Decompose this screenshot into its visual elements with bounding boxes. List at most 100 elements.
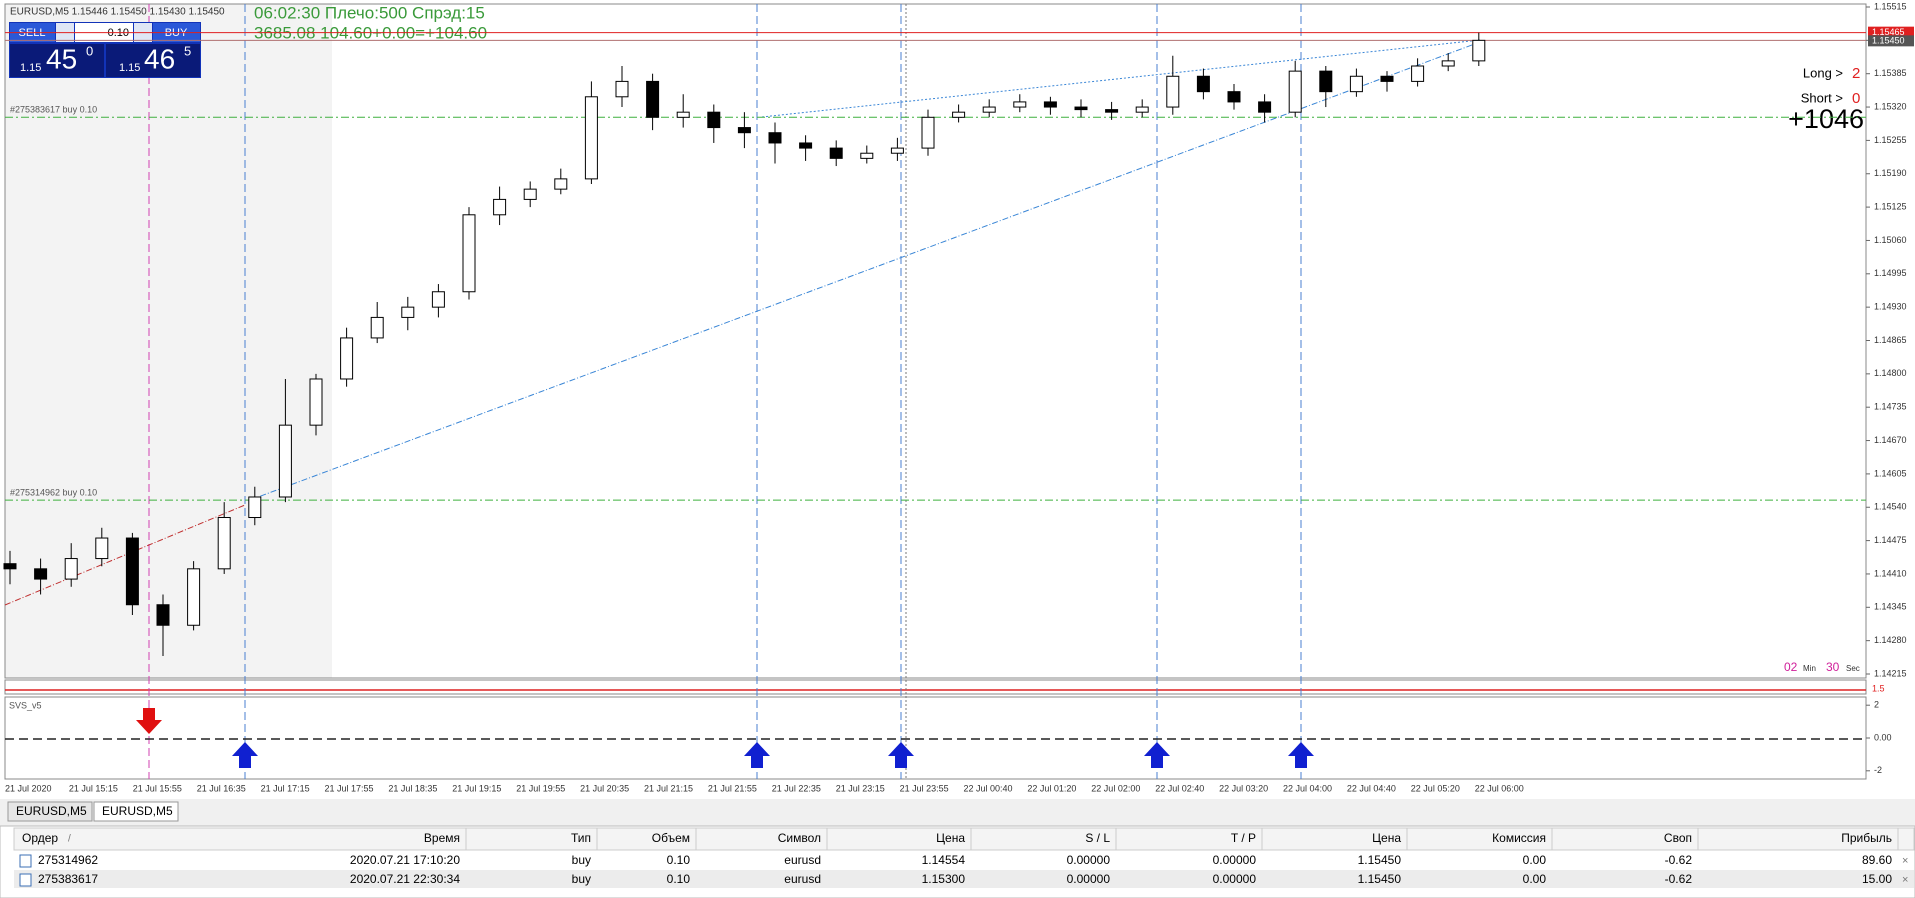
cell: -0.62: [1665, 853, 1693, 867]
candle-body: [34, 568, 48, 580]
y-tick-label: 0.00: [1874, 732, 1892, 742]
candle-body: [187, 568, 201, 626]
cell: 89.60: [1862, 853, 1892, 867]
y-tick-label: 1.14280: [1874, 635, 1907, 645]
close-button[interactable]: ×: [1902, 855, 1908, 867]
y-tick-label: 1.14930: [1874, 302, 1907, 312]
column-header[interactable]: Объем: [652, 831, 690, 845]
y-tick-label: 1.15385: [1874, 68, 1907, 78]
candle-body: [1043, 101, 1057, 108]
x-tick-label: 22 Jul 00:40: [964, 783, 1013, 793]
candle-body: [401, 306, 415, 318]
profit-total: +1046: [1788, 104, 1864, 134]
trend-line: [4, 504, 246, 606]
bid-box[interactable]: [10, 44, 104, 77]
column-header[interactable]: Цена: [936, 831, 965, 845]
column-header[interactable]: Прибыль: [1841, 831, 1892, 845]
strip-label: 1.5: [1872, 683, 1885, 693]
x-tick-label: 22 Jul 02:40: [1155, 783, 1204, 793]
x-tick-label: 21 Jul 15:15: [69, 783, 118, 793]
candle-body: [309, 378, 323, 426]
candle-body: [493, 198, 507, 216]
x-tick-label: 21 Jul 20:35: [580, 783, 629, 793]
cell: buy: [572, 853, 591, 867]
chart-tab[interactable]: [93, 801, 179, 822]
candle-body: [615, 80, 629, 98]
cell: 0.00000: [1213, 872, 1257, 886]
column-header[interactable]: Комиссия: [1492, 831, 1546, 845]
column-header[interactable]: Ордер: [22, 831, 58, 845]
short-label: Short >: [1801, 90, 1843, 105]
trade-panel: SELL 0.10 BUY 1.15 45 0 1.15 46 5: [9, 22, 201, 78]
cell: 0.10: [667, 853, 691, 867]
ask-big: 46: [144, 43, 175, 74]
candle-body: [64, 558, 78, 580]
candle-body: [462, 214, 476, 293]
table-header: [13, 827, 1915, 851]
timer-minutes: 02: [1784, 660, 1798, 674]
y-tick-label: 1.15515: [1874, 1, 1907, 11]
ask-marker: [1868, 26, 1914, 38]
short-value: 0: [1852, 90, 1860, 107]
column-header[interactable]: Тип: [571, 831, 591, 845]
candle-body: [431, 291, 445, 308]
order-icon: [19, 873, 32, 887]
row-stripe: [14, 870, 1914, 888]
cell: eurusd: [784, 853, 821, 867]
y-tick-label: 1.15320: [1874, 101, 1907, 111]
cell: 15.00: [1862, 872, 1892, 886]
buy-arrow: [888, 742, 914, 768]
y-tick-label: 1.15190: [1874, 168, 1907, 178]
chart-tab[interactable]: [7, 801, 93, 822]
x-tick-label: 22 Jul 01:20: [1027, 783, 1076, 793]
column-header[interactable]: Символ: [778, 831, 821, 845]
candle-body: [125, 537, 139, 606]
column-header[interactable]: Время: [424, 831, 460, 845]
buy-arrow: [744, 742, 770, 768]
long-value: 2: [1852, 65, 1860, 82]
candle-body: [217, 517, 231, 570]
bid-marker: [1868, 35, 1914, 47]
candle-body: [1227, 91, 1241, 103]
candle-body: [3, 563, 17, 570]
candle-body: [1258, 101, 1272, 113]
chart-tab-label[interactable]: EURUSD,M5: [16, 804, 87, 818]
candle-body: [829, 147, 843, 159]
cell: 2020.07.21 22:30:34: [350, 872, 460, 886]
cell: buy: [572, 872, 591, 886]
candle-body: [554, 178, 568, 190]
buy-arrow: [1144, 742, 1170, 768]
cell: eurusd: [784, 872, 821, 886]
candle-body: [799, 142, 813, 149]
candle-body: [1288, 70, 1302, 113]
x-tick-label: 21 Jul 17:55: [325, 783, 374, 793]
x-tick-label: 21 Jul 19:15: [452, 783, 501, 793]
candle-body: [1166, 75, 1180, 108]
chart-tab-label[interactable]: EURUSD,M5: [102, 804, 173, 818]
candle-body: [1196, 75, 1210, 93]
candle-body: [156, 604, 170, 626]
ask-box[interactable]: [106, 44, 200, 77]
column-header[interactable]: Своп: [1664, 831, 1692, 845]
column-header[interactable]: Цена: [1372, 831, 1401, 845]
candle-body: [1074, 106, 1088, 111]
y-tick-label: 1.14215: [1874, 668, 1907, 678]
candle-body: [676, 111, 690, 118]
buy-arrow: [232, 742, 258, 768]
candle-body: [982, 106, 996, 113]
cell: 0.00: [1523, 853, 1547, 867]
candle-body: [707, 111, 721, 129]
x-tick-label: 21 Jul 19:55: [516, 783, 565, 793]
x-tick-label: 22 Jul 03:20: [1219, 783, 1268, 793]
x-tick-label: 22 Jul 04:40: [1347, 783, 1396, 793]
y-tick-label: 1.14540: [1874, 502, 1907, 512]
column-header[interactable]: T / P: [1231, 831, 1256, 845]
candle-body: [1441, 60, 1455, 67]
ask-prefix: 1.15: [119, 62, 140, 74]
bid-small: 0: [86, 43, 93, 58]
close-button[interactable]: ×: [1902, 874, 1908, 886]
cell: 0.00000: [1067, 872, 1111, 886]
column-header[interactable]: S / L: [1085, 831, 1110, 845]
history-shade: [5, 4, 332, 678]
